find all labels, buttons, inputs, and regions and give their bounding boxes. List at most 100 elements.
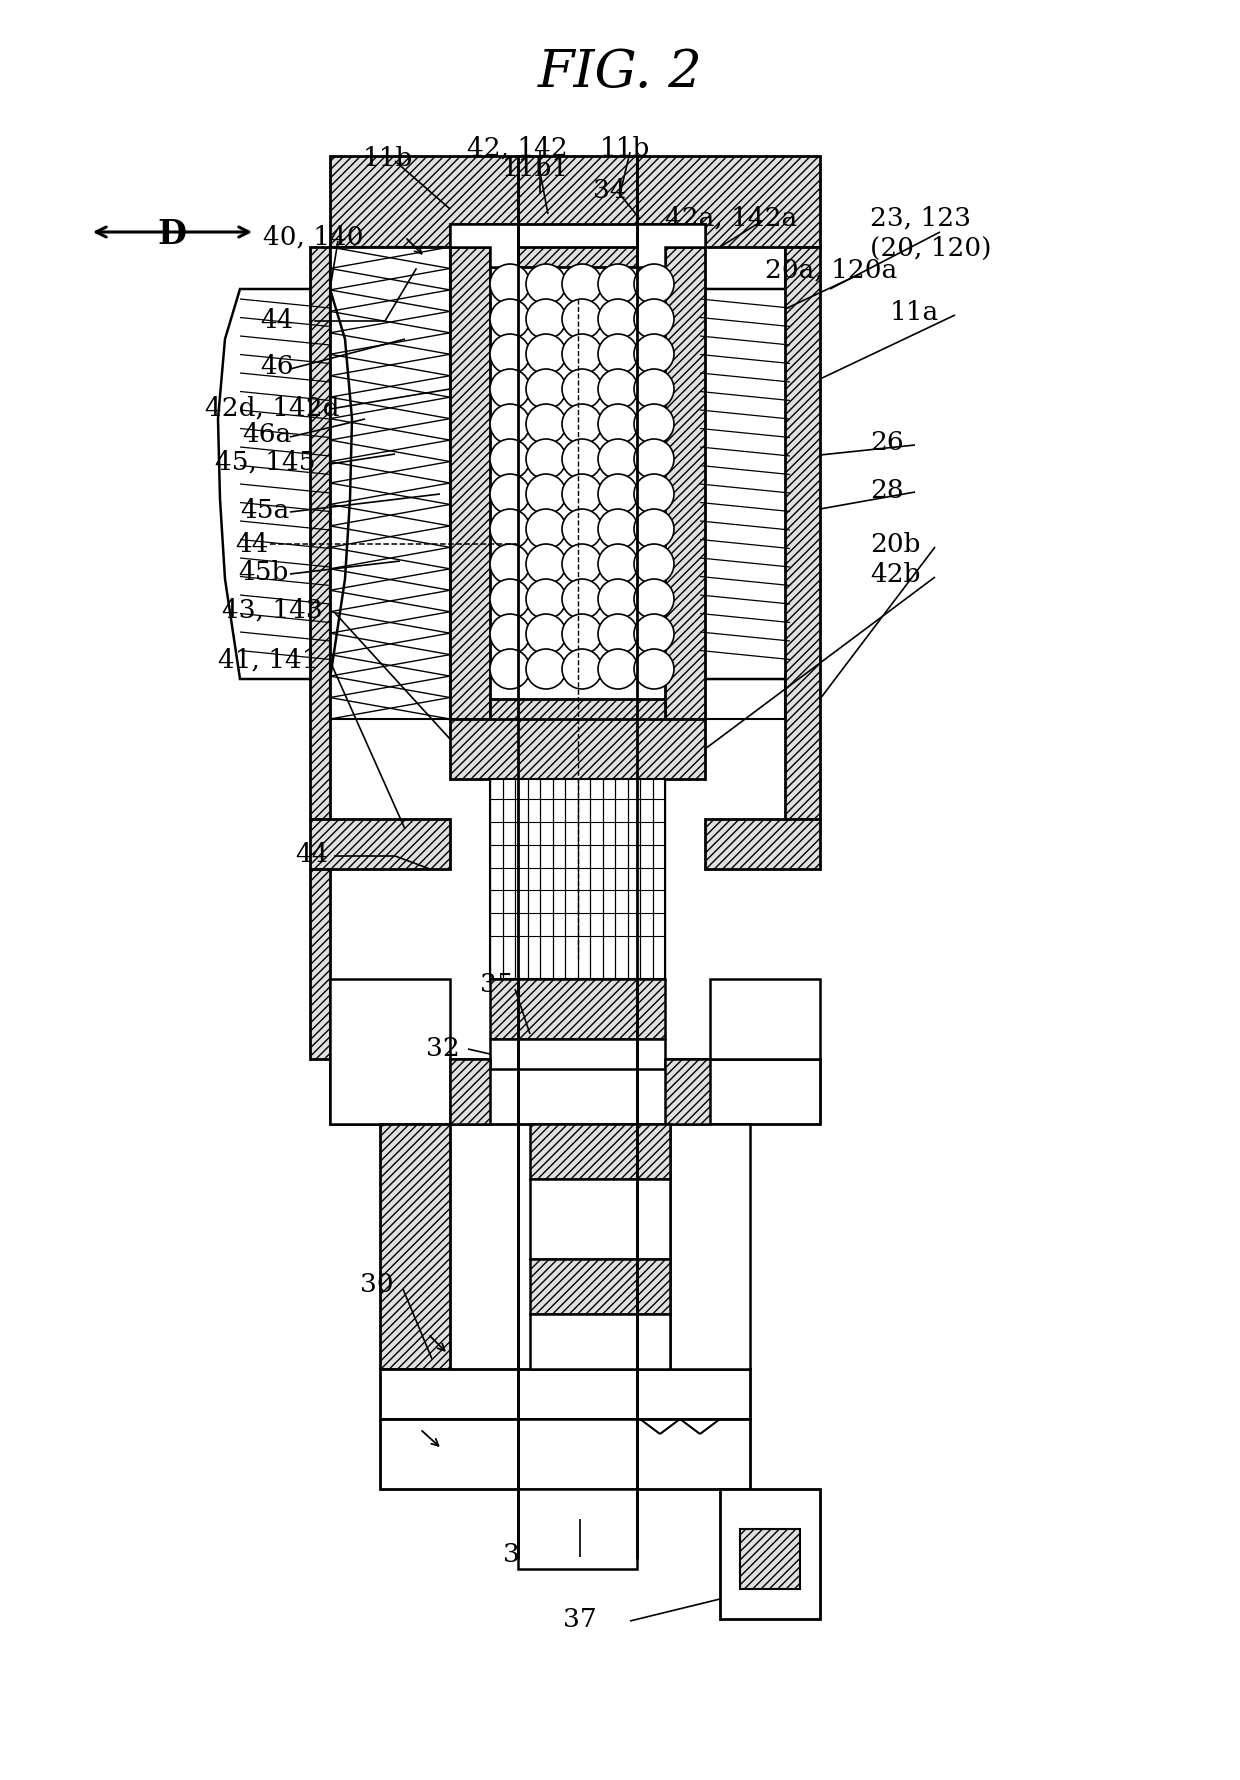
Circle shape: [490, 299, 529, 340]
Polygon shape: [310, 869, 330, 1059]
Text: 40, 140: 40, 140: [263, 224, 363, 249]
Polygon shape: [518, 1490, 637, 1570]
Circle shape: [562, 614, 601, 655]
Circle shape: [598, 335, 639, 376]
Circle shape: [562, 509, 601, 550]
Polygon shape: [490, 700, 665, 730]
Text: 30: 30: [360, 1271, 393, 1298]
Circle shape: [526, 475, 565, 514]
Polygon shape: [310, 819, 450, 869]
Text: 42d, 142d: 42d, 142d: [205, 395, 340, 420]
Circle shape: [526, 509, 565, 550]
Circle shape: [598, 650, 639, 689]
Circle shape: [562, 404, 601, 445]
Polygon shape: [529, 1314, 670, 1369]
Circle shape: [634, 265, 675, 304]
Circle shape: [490, 265, 529, 304]
Circle shape: [562, 440, 601, 481]
Circle shape: [634, 580, 675, 619]
Polygon shape: [637, 224, 706, 267]
Polygon shape: [720, 1490, 820, 1620]
Polygon shape: [450, 247, 490, 719]
Circle shape: [562, 335, 601, 376]
Text: 46a: 46a: [242, 422, 291, 447]
Circle shape: [490, 440, 529, 481]
Text: 42, 142: 42, 142: [467, 135, 568, 160]
Circle shape: [598, 509, 639, 550]
Circle shape: [598, 404, 639, 445]
Circle shape: [526, 299, 565, 340]
Polygon shape: [706, 680, 785, 719]
Circle shape: [562, 545, 601, 584]
Text: 11a: 11a: [890, 299, 939, 324]
Text: 11b: 11b: [600, 135, 650, 160]
Circle shape: [526, 545, 565, 584]
Circle shape: [598, 614, 639, 655]
Circle shape: [526, 650, 565, 689]
Text: 46: 46: [260, 354, 294, 379]
Text: D: D: [157, 219, 186, 251]
Text: 45a: 45a: [241, 497, 289, 522]
Circle shape: [562, 299, 601, 340]
Polygon shape: [450, 719, 706, 780]
Circle shape: [526, 580, 565, 619]
Polygon shape: [670, 1125, 750, 1369]
Circle shape: [634, 404, 675, 445]
Text: 36: 36: [503, 1541, 537, 1566]
Text: 41, 141: 41, 141: [218, 648, 319, 673]
Polygon shape: [330, 1059, 820, 1125]
Circle shape: [490, 509, 529, 550]
Circle shape: [526, 335, 565, 376]
Polygon shape: [379, 1369, 750, 1419]
Circle shape: [526, 265, 565, 304]
Polygon shape: [450, 1059, 490, 1125]
Text: 44: 44: [260, 308, 294, 333]
Circle shape: [490, 370, 529, 409]
Circle shape: [598, 545, 639, 584]
Circle shape: [598, 475, 639, 514]
Polygon shape: [379, 1419, 750, 1490]
Circle shape: [562, 265, 601, 304]
Text: 11b1: 11b1: [502, 155, 569, 180]
Polygon shape: [490, 979, 665, 1040]
Circle shape: [598, 265, 639, 304]
Polygon shape: [665, 247, 706, 719]
Circle shape: [634, 545, 675, 584]
Circle shape: [490, 335, 529, 376]
Polygon shape: [785, 247, 820, 819]
Polygon shape: [665, 1059, 711, 1125]
Polygon shape: [637, 157, 820, 247]
Text: 23, 123: 23, 123: [870, 205, 971, 230]
Circle shape: [634, 299, 675, 340]
Circle shape: [634, 509, 675, 550]
Circle shape: [634, 440, 675, 481]
Text: 44: 44: [295, 842, 329, 867]
Circle shape: [562, 650, 601, 689]
Text: 42a, 142a: 42a, 142a: [665, 205, 797, 230]
Text: 42b: 42b: [870, 562, 920, 587]
Circle shape: [562, 370, 601, 409]
Text: 44: 44: [236, 532, 269, 557]
Polygon shape: [529, 1125, 670, 1180]
Circle shape: [562, 580, 601, 619]
Polygon shape: [310, 247, 330, 819]
Text: 45b: 45b: [238, 561, 289, 586]
Polygon shape: [711, 979, 820, 1059]
Circle shape: [490, 475, 529, 514]
Polygon shape: [683, 290, 808, 680]
Circle shape: [634, 614, 675, 655]
Circle shape: [598, 580, 639, 619]
Text: 28: 28: [870, 477, 904, 502]
Polygon shape: [490, 780, 665, 979]
Text: 20b: 20b: [870, 532, 920, 557]
Circle shape: [598, 370, 639, 409]
Text: 45, 145: 45, 145: [215, 449, 315, 473]
Polygon shape: [706, 819, 820, 869]
Circle shape: [490, 580, 529, 619]
Circle shape: [526, 404, 565, 445]
Polygon shape: [518, 157, 637, 224]
Polygon shape: [490, 1040, 665, 1070]
Circle shape: [526, 370, 565, 409]
Text: 20a, 120a: 20a, 120a: [765, 258, 898, 283]
Text: 37: 37: [563, 1607, 596, 1632]
